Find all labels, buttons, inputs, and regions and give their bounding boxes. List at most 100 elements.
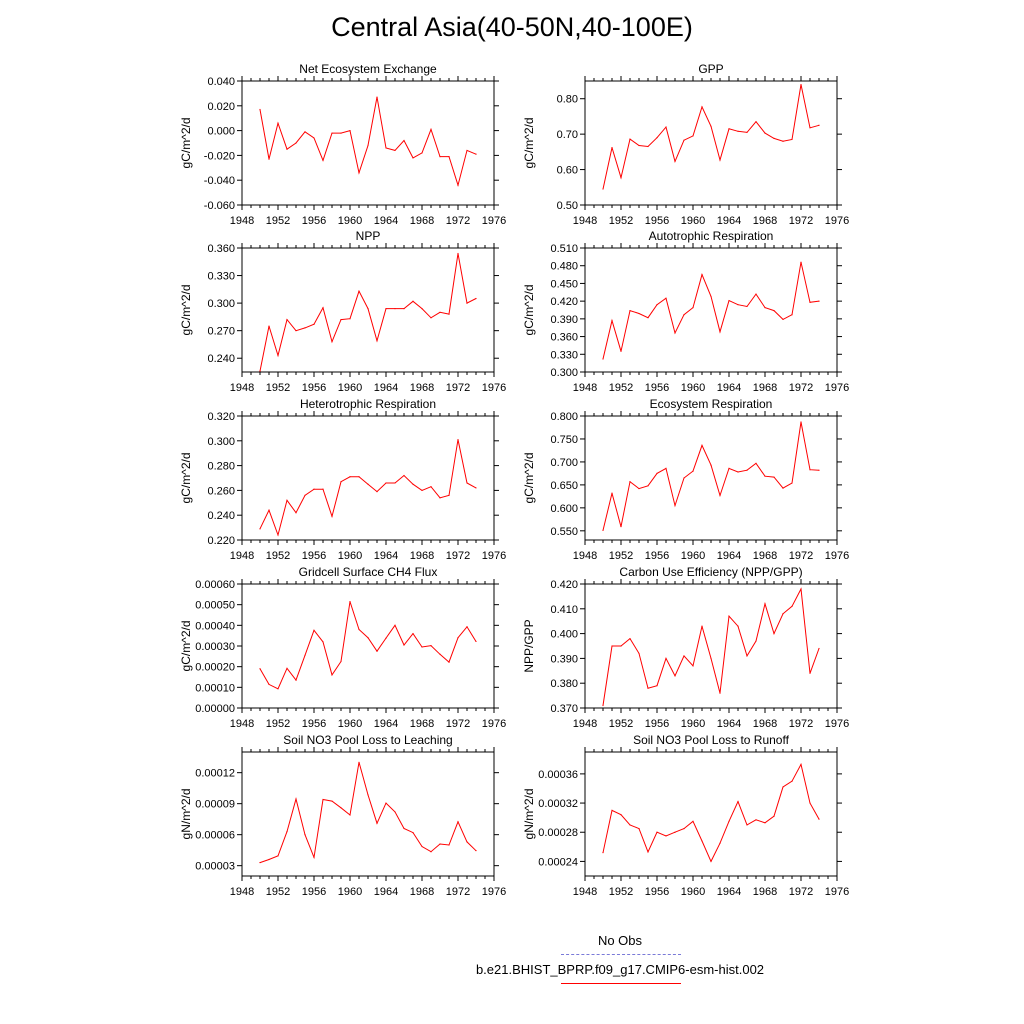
data-point bbox=[629, 309, 631, 312]
data-point bbox=[439, 653, 441, 655]
plot-frame bbox=[241, 415, 495, 541]
data-point bbox=[764, 307, 766, 309]
data-point bbox=[349, 600, 351, 603]
y-tick-label: 0.450 bbox=[550, 278, 578, 290]
data-point bbox=[475, 153, 477, 155]
data-point bbox=[349, 130, 351, 132]
data-point bbox=[403, 308, 405, 310]
data-point bbox=[430, 317, 432, 319]
data-point bbox=[809, 469, 811, 471]
plot-frame bbox=[241, 583, 495, 709]
chart-title: Heterotrophic Respiration bbox=[300, 397, 436, 411]
x-tick-label: 1976 bbox=[482, 215, 506, 227]
data-point bbox=[800, 83, 802, 86]
data-point bbox=[701, 444, 703, 446]
data-point bbox=[647, 317, 649, 319]
data-point bbox=[304, 654, 306, 656]
data-point bbox=[791, 605, 793, 607]
data-point bbox=[286, 499, 288, 501]
data-point bbox=[295, 142, 297, 144]
series-line bbox=[259, 97, 477, 188]
y-axis-label: gN/m^2/d bbox=[522, 789, 536, 840]
data-point bbox=[611, 492, 613, 494]
y-tick-label: 0.390 bbox=[550, 653, 578, 665]
y-tick-label: 0.020 bbox=[207, 101, 235, 113]
data-point bbox=[656, 472, 658, 475]
data-point bbox=[439, 497, 441, 499]
x-tick-label: 1976 bbox=[482, 718, 506, 730]
data-point bbox=[322, 307, 324, 309]
x-tick-label: 1964 bbox=[717, 382, 741, 394]
y-tick-label: 0.380 bbox=[550, 678, 578, 690]
x-tick-label: 1972 bbox=[446, 718, 470, 730]
data-point bbox=[773, 633, 775, 635]
data-point bbox=[403, 139, 405, 142]
data-point bbox=[674, 504, 676, 507]
y-tick-label: 0.330 bbox=[550, 349, 578, 361]
y-tick-label: 0.800 bbox=[550, 411, 578, 423]
x-tick-label: 1968 bbox=[753, 886, 777, 898]
data-point bbox=[746, 131, 748, 133]
y-tick-label: 0.600 bbox=[550, 503, 578, 515]
data-point bbox=[286, 148, 288, 150]
data-point bbox=[620, 526, 622, 528]
chart-panel-1: GPP 1948 1952 1956 1960 1964 1968 1972 1976 0.50 0… bbox=[522, 62, 849, 227]
data-point bbox=[385, 308, 387, 310]
y-axis-label: gC/m^2/d bbox=[179, 621, 193, 672]
data-point bbox=[602, 188, 604, 190]
data-point bbox=[611, 809, 613, 811]
data-point bbox=[331, 800, 333, 802]
data-point bbox=[286, 319, 288, 321]
data-point bbox=[710, 860, 712, 863]
data-point bbox=[800, 763, 802, 766]
data-point bbox=[719, 692, 721, 694]
data-point bbox=[611, 147, 613, 149]
data-point bbox=[800, 588, 802, 590]
x-tick-label: 1956 bbox=[302, 550, 326, 562]
data-point bbox=[394, 308, 396, 310]
chart-title: Soil NO3 Pool Loss to Runoff bbox=[633, 733, 790, 747]
data-point bbox=[665, 657, 667, 660]
data-point bbox=[340, 132, 342, 134]
x-tick-label: 1968 bbox=[410, 718, 434, 730]
series-line bbox=[602, 421, 820, 531]
data-point bbox=[692, 820, 694, 822]
data-point bbox=[764, 132, 766, 134]
legend-obs-label: No Obs bbox=[597, 933, 643, 948]
y-tick-label: 0.260 bbox=[207, 485, 235, 497]
y-tick-label: 0.00000 bbox=[195, 703, 235, 715]
data-point bbox=[746, 824, 748, 826]
data-point bbox=[475, 487, 477, 489]
data-point bbox=[457, 637, 459, 639]
x-tick-label: 1960 bbox=[338, 215, 362, 227]
x-tick-label: 1952 bbox=[609, 886, 633, 898]
x-tick-label: 1964 bbox=[717, 215, 741, 227]
data-point bbox=[376, 340, 378, 342]
data-point bbox=[394, 811, 396, 813]
chart-panel-4: Heterotrophic Respiration 1948 1952 1956 196… bbox=[179, 397, 506, 562]
chart-title: Carbon Use Efficiency (NPP/GPP) bbox=[619, 565, 802, 579]
data-point bbox=[457, 821, 459, 823]
x-tick-label: 1972 bbox=[789, 550, 813, 562]
data-point bbox=[367, 308, 369, 310]
data-point bbox=[674, 675, 676, 677]
data-point bbox=[313, 856, 315, 859]
data-point bbox=[647, 687, 649, 689]
data-point bbox=[268, 158, 270, 160]
y-tick-label: 0.510 bbox=[550, 243, 578, 255]
y-tick-label: 0.00012 bbox=[195, 768, 235, 780]
x-tick-label: 1972 bbox=[789, 215, 813, 227]
plot-frame bbox=[584, 247, 838, 373]
x-tick-label: 1972 bbox=[446, 382, 470, 394]
x-tick-label: 1968 bbox=[753, 215, 777, 227]
x-tick-label: 1976 bbox=[482, 382, 506, 394]
x-tick-label: 1976 bbox=[825, 550, 849, 562]
data-point bbox=[791, 780, 793, 782]
y-tick-label: 0.220 bbox=[207, 535, 235, 547]
data-point bbox=[683, 655, 685, 657]
x-tick-label: 1952 bbox=[609, 550, 633, 562]
data-point bbox=[701, 273, 703, 276]
x-tick-label: 1964 bbox=[374, 886, 398, 898]
data-point bbox=[331, 341, 333, 343]
data-point bbox=[421, 308, 423, 310]
